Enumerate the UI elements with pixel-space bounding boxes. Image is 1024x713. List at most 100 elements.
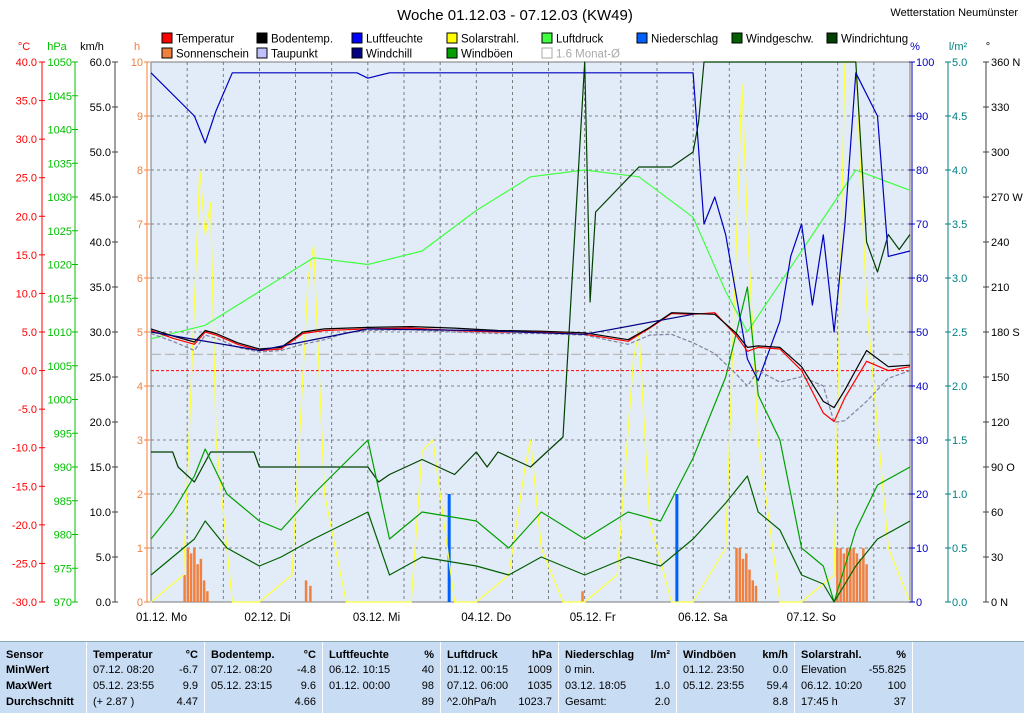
stats-row: 01.12. 00:00 98 [329, 680, 434, 694]
stats-row-label-avg: Durchschnitt [6, 696, 74, 708]
stats-separator [204, 642, 205, 713]
axis-tick-label-temp: 0.0 [22, 366, 37, 378]
legend-swatch-11 [731, 32, 743, 44]
axis-tick-label-sun: 7 [137, 219, 143, 231]
sunshine-bar [858, 558, 862, 602]
stats-row: 89 [329, 696, 434, 710]
legend-swatch-5 [351, 47, 363, 59]
stats-cell-time: 05.12. 23:55 [683, 680, 745, 692]
axis-tick-label-humidity: 90 [916, 111, 928, 123]
sunshine-bar [206, 591, 209, 602]
sunshine-bar [202, 580, 206, 602]
stats-row: ^2.0hPa/h 1023.7 [447, 696, 552, 710]
stats-cell-value: 8.8 [772, 696, 788, 708]
stats-column-3: Luftdruck hPa 01.12. 00:15 1009 07.12. 06:00… [441, 642, 558, 713]
axis-tick-label-humidity: 20 [916, 489, 928, 501]
stats-cell-time: 05.12. 23:15 [211, 680, 273, 692]
axis-tick-label-temp: -10.0 [12, 443, 37, 455]
axis-tick-label-temp: -20.0 [12, 520, 37, 532]
axis-tick-label-sun: 6 [137, 273, 143, 285]
axis-tick-label-wind: 0.0 [96, 597, 111, 609]
axis-tick-label-direction: 60 [991, 507, 1003, 519]
sunshine-bar [836, 548, 839, 602]
axis-tick-label-direction: 30 [991, 552, 1003, 564]
sunshine-bar [581, 591, 584, 602]
sunshine-bar [189, 553, 193, 602]
legend-label-10: Niederschlag [651, 34, 718, 46]
axis-tick-label-temp: 5.0 [22, 327, 37, 339]
stats-cell-time: 06.12. 10:20 [801, 680, 863, 692]
axis-tick-label-sun: 9 [137, 111, 143, 123]
stats-cell-value: 1.0 [654, 680, 670, 692]
stats-row-label-min: MinWert [6, 664, 50, 676]
legend-label-1: Sonnenschein [176, 49, 249, 61]
stats-cell-value: 37 [893, 696, 906, 708]
stats-cell-value: 59.4 [766, 680, 788, 692]
stats-column-unit: hPa [531, 649, 552, 661]
stats-column-unit: °C [303, 649, 316, 661]
stats-cell-value: 0.0 [772, 664, 788, 676]
series-line-4 [150, 313, 694, 352]
axis-tick-label-temp: 40.0 [16, 57, 37, 69]
legend-label-2: Bodentemp. [271, 34, 333, 46]
sunshine-bar [735, 548, 738, 602]
axis-unit-pressure: hPa [47, 41, 67, 53]
axis-tick-label-pressure: 1000 [48, 395, 72, 407]
axis-tick-label-pressure: 1035 [48, 158, 72, 170]
axis-tick-label-pressure: 1040 [48, 125, 72, 137]
axis-tick-label-rain: 4.0 [952, 165, 967, 177]
axis-tick-label-wind: 10.0 [90, 507, 111, 519]
stats-cell-time: Gesamt: [565, 696, 607, 708]
axis-tick-label-temp: 15.0 [16, 250, 37, 262]
axis-tick-label-humidity: 50 [916, 327, 928, 339]
axis-tick-label-temp: 10.0 [16, 288, 37, 300]
stats-row: 01.12. 23:50 0.0 [683, 664, 788, 678]
stats-column-4: Niederschlag l/m² 0 min. 03.12. 18:05 1.0 Ges… [559, 642, 676, 713]
stats-cell-value: 1035 [527, 680, 552, 692]
stats-cell-value: 100 [887, 680, 906, 692]
axis-tick-label-pressure: 1025 [48, 226, 72, 238]
axis-tick-label-pressure: 1015 [48, 293, 72, 305]
stats-row: 17:45 h 37 [801, 696, 906, 710]
axis-tick-label-pressure: 1045 [48, 91, 72, 103]
axis-tick-label-humidity: 10 [916, 543, 928, 555]
stats-cell-value: 9.9 [182, 680, 198, 692]
axis-tick-label-rain: 5.0 [952, 57, 967, 69]
axis-tick-label-humidity: 0 [916, 597, 922, 609]
stats-row-label-max: MaxWert [6, 680, 52, 692]
sunshine-bar [855, 553, 859, 602]
stats-row: 07.12. 08:20 -6.7 [93, 664, 198, 678]
weather-chart: Woche 01.12.03 - 07.12.03 (KW49) Wetters… [11, 7, 1024, 624]
axis-tick-label-rain: 4.5 [952, 111, 967, 123]
sunshine-bar [304, 580, 308, 602]
precipitation-bar [447, 494, 451, 602]
axis-tick-label-humidity: 100 [916, 57, 934, 69]
axis-tick-label-wind: 55.0 [90, 102, 111, 114]
axis-unit-humidity: % [910, 41, 920, 53]
axis-tick-label-pressure: 970 [54, 597, 72, 609]
stats-cell-value: 89 [421, 696, 434, 708]
stats-row: 05.12. 23:15 9.6 [211, 680, 316, 694]
sunshine-bar [862, 548, 865, 602]
axis-tick-label-rain: 2.5 [952, 327, 967, 339]
stats-column-header: Temperatur [93, 649, 153, 661]
axis-tick-label-pressure: 1005 [48, 361, 72, 373]
axis-tick-label-wind: 15.0 [90, 462, 111, 474]
axis-tick-label-temp: -25.0 [12, 558, 37, 570]
day-label: 03.12. Mi [353, 612, 400, 624]
stats-cell-time: 07.12. 08:20 [93, 664, 155, 676]
stats-row: 05.12. 23:55 59.4 [683, 680, 788, 694]
axis-tick-label-pressure: 1030 [48, 192, 72, 204]
sunshine-bar [754, 585, 758, 602]
stats-column-header: Bodentemp. [211, 649, 275, 661]
axis-tick-label-wind: 30.0 [90, 327, 111, 339]
stats-cell-time: 06.12. 10:15 [329, 664, 391, 676]
stats-column-unit: l/m² [650, 649, 670, 661]
series-line-3 [150, 72, 911, 382]
stats-column-unit: °C [185, 649, 198, 661]
sunshine-bar [309, 585, 312, 602]
day-label: 05.12. Fr [570, 612, 616, 624]
sunshine-bar [845, 548, 849, 602]
stats-sensor-header: Sensor [6, 649, 44, 661]
stats-separator [558, 642, 559, 713]
